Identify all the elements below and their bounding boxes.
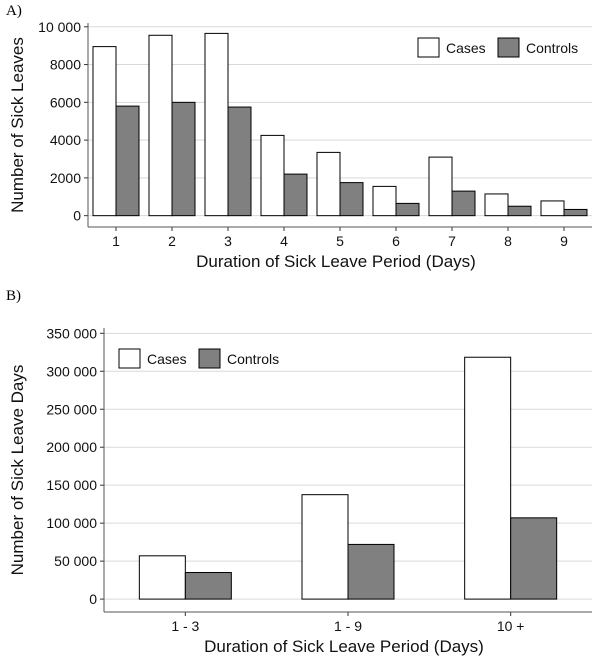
chart-a-bar-cases [148, 34, 173, 217]
chart-a-bar-cases [260, 134, 285, 217]
chart-a-bar-cases [92, 46, 117, 217]
chart-a-ytick-label: 0 [73, 208, 81, 224]
chart-b-legend-label-controls: Controls [227, 351, 279, 367]
chart-b-bar-cases [301, 494, 349, 600]
chart-a-legend-swatch-cases [417, 37, 440, 58]
chart-b-ytick-label: 250 000 [46, 401, 97, 417]
chart-a-bar-controls [451, 190, 476, 217]
chart-a-ytick-label: 2000 [50, 170, 81, 186]
panel-a-label: A) [6, 3, 22, 19]
chart-a-bar-controls [563, 208, 588, 217]
chart-b-x-axis-title: Duration of Sick Leave Period (Days) [204, 637, 484, 656]
chart-b-bar-controls [347, 543, 395, 600]
chart-a-xtick-label: 3 [224, 233, 232, 249]
chart-b-xtick-label: 1 - 3 [171, 618, 199, 634]
panel-b-label: B) [6, 288, 21, 304]
chart-a-xtick-label: 5 [336, 233, 344, 249]
chart-a-bar-controls [171, 101, 196, 217]
chart-a-legend-label-cases: Cases [446, 40, 486, 56]
chart-b-bar-cases [464, 356, 512, 600]
chart-a-bar-cases [428, 156, 453, 217]
chart-a-bar-controls [339, 182, 364, 217]
chart-b-legend-swatch-controls [198, 348, 221, 369]
chart-b-xtick-label: 10 + [497, 618, 525, 634]
chart-a-bar-cases [484, 193, 509, 217]
chart-b: 0 50 000 100 000 150 000 200 000 250 000 300 0… [8, 325, 592, 656]
chart-a-bar-cases [204, 32, 229, 217]
chart-a-y-axis-title: Number of Sick Leaves [8, 37, 27, 213]
chart-a-bar-controls [283, 173, 308, 217]
chart-b-legend-swatch-cases [118, 348, 141, 369]
chart-a-ytick-label: 6000 [50, 94, 81, 110]
chart-a-legend-label-controls: Controls [526, 40, 578, 56]
chart-b-ytick-label: 150 000 [46, 477, 97, 493]
chart-a-bar-controls [395, 202, 420, 217]
chart-a-x-axis-title: Duration of Sick Leave Period (Days) [196, 252, 476, 271]
chart-a-ytick-label: 4000 [50, 132, 81, 148]
chart-a-ytick-label: 8000 [50, 57, 81, 73]
chart-b-bar-cases [138, 555, 186, 600]
chart-b-y-axis-title: Number of Sick Leave Days [8, 365, 27, 576]
chart-a-xtick-label: 7 [448, 233, 456, 249]
chart-b-ytick-label: 50 000 [54, 553, 97, 569]
chart-a-bar-controls [507, 205, 532, 217]
chart-a-xtick-label: 2 [168, 233, 176, 249]
chart-a: 0 2000 4000 6000 8000 10 000 1 2 3 4 5 6 7 8 9 Duration… [8, 19, 592, 271]
chart-b-bar-controls [184, 572, 232, 600]
chart-b-ytick-label: 0 [89, 591, 97, 607]
chart-a-ytick-label: 10 000 [38, 19, 81, 35]
chart-a-xtick-label: 1 [112, 233, 120, 249]
chart-a-xtick-label: 6 [392, 233, 400, 249]
chart-a-bar-cases [540, 200, 565, 217]
chart-a-bar-controls [115, 105, 140, 217]
chart-a-xtick-label: 9 [560, 233, 568, 249]
chart-a-bar-cases [372, 185, 397, 217]
chart-b-xtick-label: 1 - 9 [334, 618, 362, 634]
chart-a-legend-swatch-controls [497, 37, 520, 58]
chart-a-xtick-label: 8 [504, 233, 512, 249]
chart-b-legend-label-cases: Cases [147, 351, 187, 367]
chart-a-xtick-label: 4 [280, 233, 288, 249]
chart-b-ytick-label: 100 000 [46, 515, 97, 531]
chart-a-bar-controls [227, 106, 252, 217]
chart-b-ytick-label: 350 000 [46, 325, 97, 341]
chart-b-bar-controls [510, 517, 558, 600]
chart-b-ytick-label: 200 000 [46, 439, 97, 455]
chart-a-bar-cases [316, 151, 341, 217]
chart-b-ytick-label: 300 000 [46, 363, 97, 379]
